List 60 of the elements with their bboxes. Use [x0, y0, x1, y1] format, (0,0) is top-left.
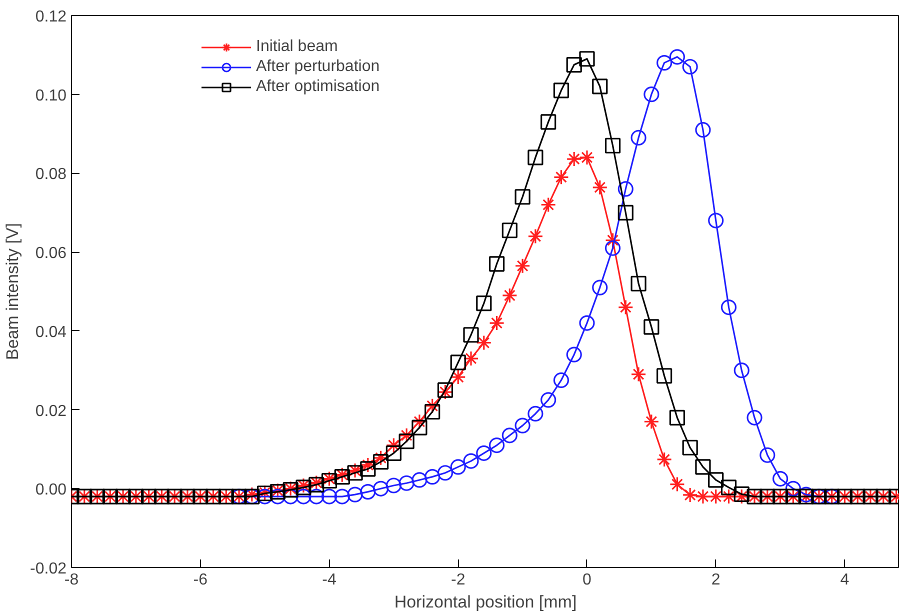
x-tick-label: 4 — [840, 572, 850, 588]
point — [437, 465, 454, 481]
y-tick-label: 0.06 — [35, 245, 67, 262]
point — [308, 488, 324, 504]
point — [476, 445, 492, 461]
point — [347, 486, 363, 502]
point — [450, 459, 466, 475]
y-tick-label: 0.02 — [35, 402, 67, 420]
point — [618, 181, 634, 197]
x-axis-title: Horizontal position [mm] — [394, 592, 577, 612]
point — [695, 122, 711, 138]
point — [772, 471, 788, 487]
point — [528, 406, 544, 422]
point — [592, 280, 608, 296]
y-tick-label: 0.04 — [35, 324, 67, 341]
x-tick-label: -2 — [451, 572, 466, 588]
point — [785, 480, 801, 496]
y-tick-label: 0.08 — [35, 166, 67, 184]
point — [669, 49, 685, 65]
x-tick-label: -8 — [64, 572, 79, 588]
y-axis-title: Beam intensity [V] — [3, 222, 22, 360]
point — [644, 86, 660, 102]
point — [386, 478, 402, 494]
point — [566, 346, 582, 362]
point — [514, 418, 530, 434]
point — [604, 240, 621, 256]
point — [412, 472, 428, 488]
point — [282, 488, 298, 504]
point — [502, 428, 518, 444]
point — [360, 484, 376, 500]
point — [630, 130, 646, 146]
point — [708, 212, 724, 228]
point — [334, 488, 350, 504]
point — [463, 453, 479, 469]
point — [488, 437, 505, 454]
y-tick-label: 0.10 — [35, 87, 67, 104]
point — [734, 362, 750, 378]
legend-label: Initial beam — [256, 38, 339, 56]
x-tick-label: 0 — [582, 572, 592, 588]
point — [720, 299, 737, 316]
point — [424, 469, 440, 485]
y-tick-label: 0.00 — [35, 482, 67, 499]
legend-label: After optimisation — [256, 78, 381, 96]
y-tick-label: 0.12 — [35, 8, 67, 26]
point — [656, 55, 672, 71]
point — [321, 488, 338, 504]
point — [553, 372, 570, 388]
x-tick-label: -6 — [193, 572, 208, 588]
point — [398, 475, 414, 491]
point — [579, 315, 595, 331]
point — [682, 58, 698, 75]
point — [540, 392, 556, 408]
legend-label: After perturbation — [256, 58, 381, 76]
point — [296, 488, 312, 504]
x-tick-label: -4 — [322, 572, 336, 588]
y-tick-label: -0.02 — [30, 560, 67, 578]
point — [760, 447, 776, 463]
point — [372, 480, 389, 496]
point — [746, 410, 762, 426]
x-tick-label: 2 — [711, 572, 720, 588]
